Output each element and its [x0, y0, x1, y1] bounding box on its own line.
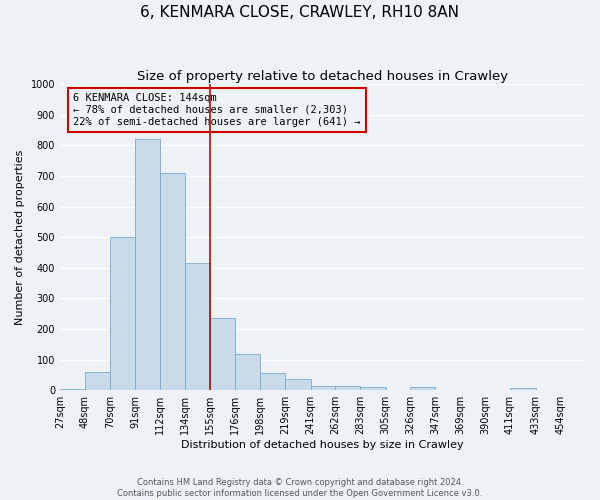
Bar: [110, 237, 135, 390]
Bar: [311, 386, 335, 390]
Bar: [260, 373, 285, 390]
Bar: [360, 387, 386, 390]
Bar: [285, 380, 311, 390]
Title: Size of property relative to detached houses in Crawley: Size of property relative to detached ho…: [137, 70, 508, 83]
Bar: [510, 388, 536, 390]
Text: 6, KENMARA CLOSE, CRAWLEY, RH10 8AN: 6, KENMARA CLOSE, CRAWLEY, RH10 8AN: [140, 5, 460, 20]
Text: Contains HM Land Registry data © Crown copyright and database right 2024.
Contai: Contains HM Land Registry data © Crown c…: [118, 478, 482, 498]
Text: 6 KENMARA CLOSE: 144sqm
← 78% of detached houses are smaller (2,303)
22% of semi: 6 KENMARA CLOSE: 144sqm ← 78% of detache…: [73, 94, 361, 126]
Bar: [85, 372, 110, 390]
Bar: [410, 387, 435, 390]
Y-axis label: Number of detached properties: Number of detached properties: [15, 150, 25, 325]
Bar: [135, 140, 160, 390]
Bar: [235, 354, 260, 390]
Bar: [335, 386, 360, 390]
Bar: [160, 173, 185, 390]
Bar: [60, 388, 85, 390]
X-axis label: Distribution of detached houses by size in Crawley: Distribution of detached houses by size …: [181, 440, 464, 450]
Bar: [185, 263, 210, 390]
Bar: [210, 318, 235, 390]
